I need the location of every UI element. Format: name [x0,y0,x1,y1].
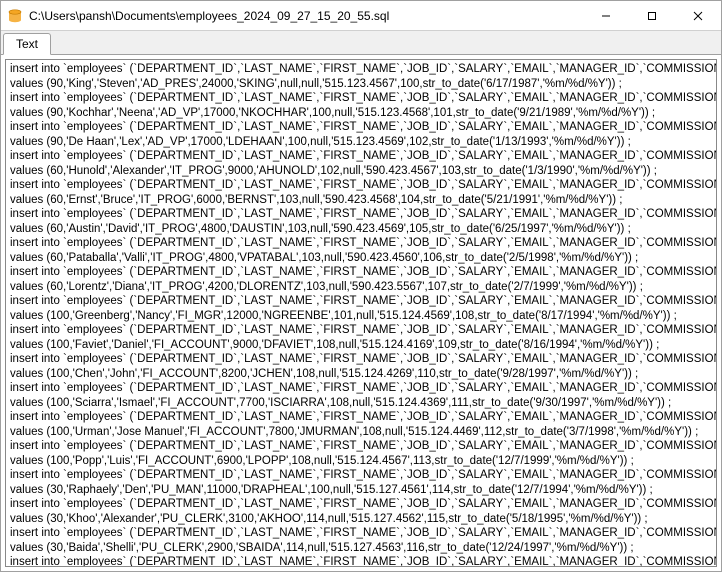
titlebar[interactable]: C:\Users\pansh\Documents\employees_2024_… [1,1,721,31]
sql-insert-line: insert into `employees` (`DEPARTMENT_ID`… [10,91,712,106]
sql-values-line: values (60,'Hunold','Alexander','IT_PROG… [10,164,712,179]
sql-insert-line: insert into `employees` (`DEPARTMENT_ID`… [10,526,712,541]
sql-values-line: values (90,'King','Steven','AD_PRES',240… [10,77,712,92]
sql-values-line: values (90,'Kochhar','Neena','AD_VP',170… [10,106,712,121]
sql-values-line: values (60,'Pataballa','Valli','IT_PROG'… [10,251,712,266]
sql-values-line: values (100,'Urman','Jose Manuel','FI_AC… [10,425,712,440]
sql-insert-line: insert into `employees` (`DEPARTMENT_ID`… [10,439,712,454]
sql-values-line: values (90,'De Haan','Lex','AD_VP',17000… [10,135,712,150]
minimize-button[interactable] [583,1,629,30]
sql-text-area[interactable]: insert into `employees` (`DEPARTMENT_ID`… [5,59,717,567]
sql-insert-line: insert into `employees` (`DEPARTMENT_ID`… [10,207,712,222]
sql-insert-line: insert into `employees` (`DEPARTMENT_ID`… [10,468,712,483]
window-title: C:\Users\pansh\Documents\employees_2024_… [29,9,583,23]
tab-bar: Text [1,31,721,55]
app-icon [7,8,23,24]
sql-insert-line: insert into `employees` (`DEPARTMENT_ID`… [10,381,712,396]
sql-values-line: values (100,'Faviet','Daniel','FI_ACCOUN… [10,338,712,353]
sql-values-line: values (60,'Ernst','Bruce','IT_PROG',600… [10,193,712,208]
tab-text[interactable]: Text [3,33,51,55]
sql-values-line: values (100,'Sciarra','Ismael','FI_ACCOU… [10,396,712,411]
sql-values-line: values (100,'Popp','Luis','FI_ACCOUNT',6… [10,454,712,469]
sql-insert-line: insert into `employees` (`DEPARTMENT_ID`… [10,497,712,512]
sql-insert-line: insert into `employees` (`DEPARTMENT_ID`… [10,62,712,77]
sql-insert-line: insert into `employees` (`DEPARTMENT_ID`… [10,265,712,280]
sql-insert-line: insert into `employees` (`DEPARTMENT_ID`… [10,149,712,164]
sql-values-line: values (60,'Austin','David','IT_PROG',48… [10,222,712,237]
sql-values-line: values (30,'Raphaely','Den','PU_MAN',110… [10,483,712,498]
sql-insert-line: insert into `employees` (`DEPARTMENT_ID`… [10,555,712,567]
sql-insert-line: insert into `employees` (`DEPARTMENT_ID`… [10,236,712,251]
close-button[interactable] [675,1,721,30]
sql-values-line: values (30,'Khoo','Alexander','PU_CLERK'… [10,512,712,527]
sql-insert-line: insert into `employees` (`DEPARTMENT_ID`… [10,178,712,193]
sql-values-line: values (60,'Lorentz','Diana','IT_PROG',4… [10,280,712,295]
window-controls [583,1,721,30]
sql-values-line: values (100,'Greenberg','Nancy','FI_MGR'… [10,309,712,324]
sql-values-line: values (100,'Chen','John','FI_ACCOUNT',8… [10,367,712,382]
maximize-button[interactable] [629,1,675,30]
sql-values-line: values (30,'Baida','Shelli','PU_CLERK',2… [10,541,712,556]
content-area: insert into `employees` (`DEPARTMENT_ID`… [1,55,721,571]
sql-insert-line: insert into `employees` (`DEPARTMENT_ID`… [10,410,712,425]
sql-insert-line: insert into `employees` (`DEPARTMENT_ID`… [10,120,712,135]
sql-insert-line: insert into `employees` (`DEPARTMENT_ID`… [10,294,712,309]
sql-insert-line: insert into `employees` (`DEPARTMENT_ID`… [10,323,712,338]
app-window: C:\Users\pansh\Documents\employees_2024_… [0,0,722,572]
sql-insert-line: insert into `employees` (`DEPARTMENT_ID`… [10,352,712,367]
